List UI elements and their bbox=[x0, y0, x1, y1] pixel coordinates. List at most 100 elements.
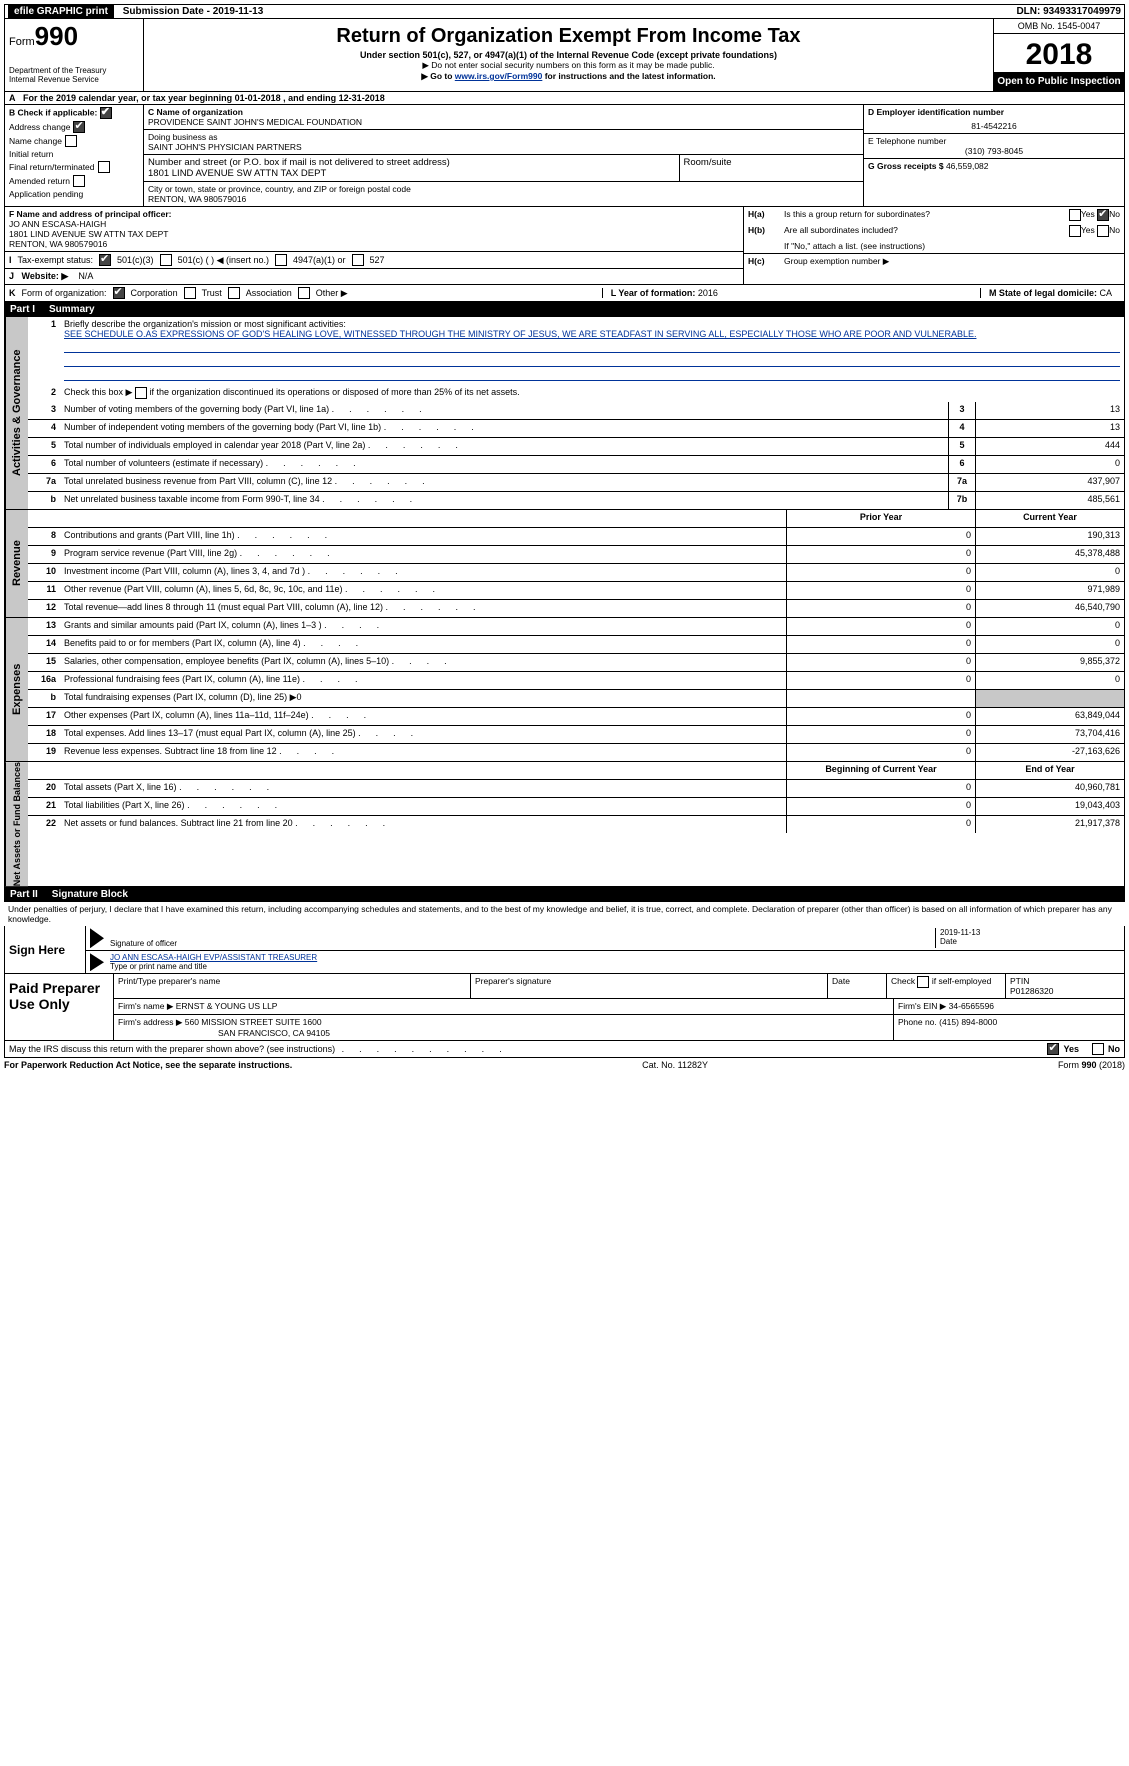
opt-4947: 4947(a)(1) or bbox=[293, 255, 346, 265]
netassets-side: Net Assets or Fund Balances bbox=[5, 762, 28, 886]
row-desc: Total fundraising expenses (Part IX, col… bbox=[60, 690, 786, 707]
discuss-text: May the IRS discuss this return with the… bbox=[9, 1044, 335, 1054]
row-i-label: I bbox=[9, 255, 12, 265]
row-j-text: Website: ▶ bbox=[22, 271, 69, 281]
summary-row: b Total fundraising expenses (Part IX, c… bbox=[28, 690, 1124, 708]
officer-h-block: F Name and address of principal officer:… bbox=[4, 207, 1125, 285]
row-num: b bbox=[28, 492, 60, 509]
row-box: 5 bbox=[948, 438, 975, 455]
opt-assoc: Association bbox=[246, 288, 292, 298]
q2-num: 2 bbox=[28, 385, 60, 402]
row-value: 437,907 bbox=[975, 474, 1124, 491]
summary-row: 4 Number of independent voting members o… bbox=[28, 420, 1124, 438]
begin-year-header: Beginning of Current Year bbox=[786, 762, 975, 779]
footer-right-prefix: Form bbox=[1058, 1060, 1082, 1070]
addr-change-label: Address change bbox=[9, 122, 70, 132]
prior-value: 0 bbox=[786, 708, 975, 725]
prior-value: 0 bbox=[786, 726, 975, 743]
city-value: RENTON, WA 980579016 bbox=[148, 194, 859, 204]
row-desc: Revenue less expenses. Subtract line 18 … bbox=[60, 744, 786, 761]
row-desc: Total expenses. Add lines 13–17 (must eq… bbox=[60, 726, 786, 743]
opt-501c: 501(c) ( ) ◀ (insert no.) bbox=[178, 255, 269, 266]
hc-label: H(c) bbox=[748, 256, 784, 267]
summary-row: 9 Program service revenue (Part VIII, li… bbox=[28, 546, 1124, 564]
curr-value: 971,989 bbox=[975, 582, 1124, 599]
ptin-label: PTIN bbox=[1010, 976, 1029, 986]
firm-city: SAN FRANCISCO, CA 94105 bbox=[118, 1028, 330, 1038]
prior-value: 0 bbox=[786, 564, 975, 581]
row-num: 5 bbox=[28, 438, 60, 455]
row-value: 13 bbox=[975, 420, 1124, 437]
preparer-title: Paid Preparer Use Only bbox=[5, 974, 114, 1040]
prior-value bbox=[786, 690, 975, 707]
prior-value: 0 bbox=[786, 600, 975, 617]
footer-mid: Cat. No. 11282Y bbox=[642, 1060, 708, 1070]
hb-label: H(b) bbox=[748, 225, 784, 237]
mission-line bbox=[64, 341, 1120, 353]
row-value: 13 bbox=[975, 402, 1124, 419]
discuss-no-checkbox bbox=[1092, 1043, 1104, 1055]
perjury-text: Under penalties of perjury, I declare th… bbox=[4, 902, 1125, 926]
opt-trust: Trust bbox=[202, 288, 222, 298]
name-change-label: Name change bbox=[9, 136, 62, 146]
prep-date-label: Date bbox=[828, 974, 887, 998]
footer-left: For Paperwork Reduction Act Notice, see … bbox=[4, 1060, 292, 1070]
prior-value: 0 bbox=[786, 816, 975, 833]
revenue-side: Revenue bbox=[5, 510, 28, 617]
sig-date: 2019-11-13 bbox=[940, 928, 1120, 937]
discuss-no: No bbox=[1108, 1044, 1120, 1054]
curr-value bbox=[975, 690, 1124, 707]
final-return-checkbox bbox=[98, 161, 110, 173]
curr-value: 190,313 bbox=[975, 528, 1124, 545]
form-number: 990 bbox=[35, 21, 78, 51]
name-change-checkbox bbox=[65, 135, 77, 147]
summary-row: 14 Benefits paid to or for members (Part… bbox=[28, 636, 1124, 654]
form-prefix: Form bbox=[9, 36, 35, 48]
summary-row: 6 Total number of volunteers (estimate i… bbox=[28, 456, 1124, 474]
row-desc: Other expenses (Part IX, column (A), lin… bbox=[60, 708, 786, 725]
tax-year: 2018 bbox=[994, 34, 1124, 72]
row-desc: Investment income (Part VIII, column (A)… bbox=[60, 564, 786, 581]
row-num: 3 bbox=[28, 402, 60, 419]
form-subtitle: Under section 501(c), 527, or 4947(a)(1)… bbox=[148, 50, 989, 60]
expenses-block: Expenses 13 Grants and similar amounts p… bbox=[4, 618, 1125, 762]
row-desc: Total liabilities (Part X, line 26) bbox=[60, 798, 786, 815]
preparer-block: Paid Preparer Use Only Print/Type prepar… bbox=[4, 974, 1125, 1041]
summary-row: 12 Total revenue—add lines 8 through 11 … bbox=[28, 600, 1124, 617]
current-year-header: Current Year bbox=[975, 510, 1124, 527]
hb-no-checkbox bbox=[1097, 225, 1109, 237]
sig-date-label: Date bbox=[940, 937, 1120, 946]
submission-label: Submission Date - bbox=[123, 6, 213, 17]
row-num: 18 bbox=[28, 726, 60, 743]
row-num: 6 bbox=[28, 456, 60, 473]
self-employed-checkbox bbox=[917, 976, 929, 988]
501c-checkbox bbox=[160, 254, 172, 266]
hb-text: Are all subordinates included? bbox=[784, 225, 1069, 237]
ha-yes-checkbox bbox=[1069, 209, 1081, 221]
row-num: 9 bbox=[28, 546, 60, 563]
527-checkbox bbox=[352, 254, 364, 266]
note2-suffix: for instructions and the latest informat… bbox=[542, 71, 715, 81]
summary-row: 19 Revenue less expenses. Subtract line … bbox=[28, 744, 1124, 761]
summary-row: 7a Total unrelated business revenue from… bbox=[28, 474, 1124, 492]
row-value: 444 bbox=[975, 438, 1124, 455]
q1-text: SEE SCHEDULE O.AS EXPRESSIONS OF GOD'S H… bbox=[64, 329, 976, 339]
curr-value: 9,855,372 bbox=[975, 654, 1124, 671]
row-box: 6 bbox=[948, 456, 975, 473]
d-label: D Employer identification number bbox=[868, 107, 1120, 117]
firm-ein-label: Firm's EIN ▶ bbox=[898, 1001, 949, 1011]
curr-value: 21,917,378 bbox=[975, 816, 1124, 833]
row-value: 485,561 bbox=[975, 492, 1124, 509]
phone-value: (310) 793-8045 bbox=[868, 146, 1120, 156]
col-b-title: B Check if applicable: bbox=[9, 107, 97, 117]
discuss-yes: Yes bbox=[1063, 1044, 1079, 1054]
activities-block: Activities & Governance 1 Briefly descri… bbox=[4, 317, 1125, 510]
row-desc: Total assets (Part X, line 16) bbox=[60, 780, 786, 797]
row-k-text: Form of organization: bbox=[22, 288, 107, 298]
sig-arrow-icon bbox=[90, 928, 104, 948]
l-value: 2016 bbox=[698, 288, 718, 298]
irs-link[interactable]: www.irs.gov/Form990 bbox=[455, 71, 543, 81]
row-num: 14 bbox=[28, 636, 60, 653]
ptin-value: P01286320 bbox=[1010, 986, 1054, 996]
row-i-text: Tax-exempt status: bbox=[18, 255, 94, 265]
